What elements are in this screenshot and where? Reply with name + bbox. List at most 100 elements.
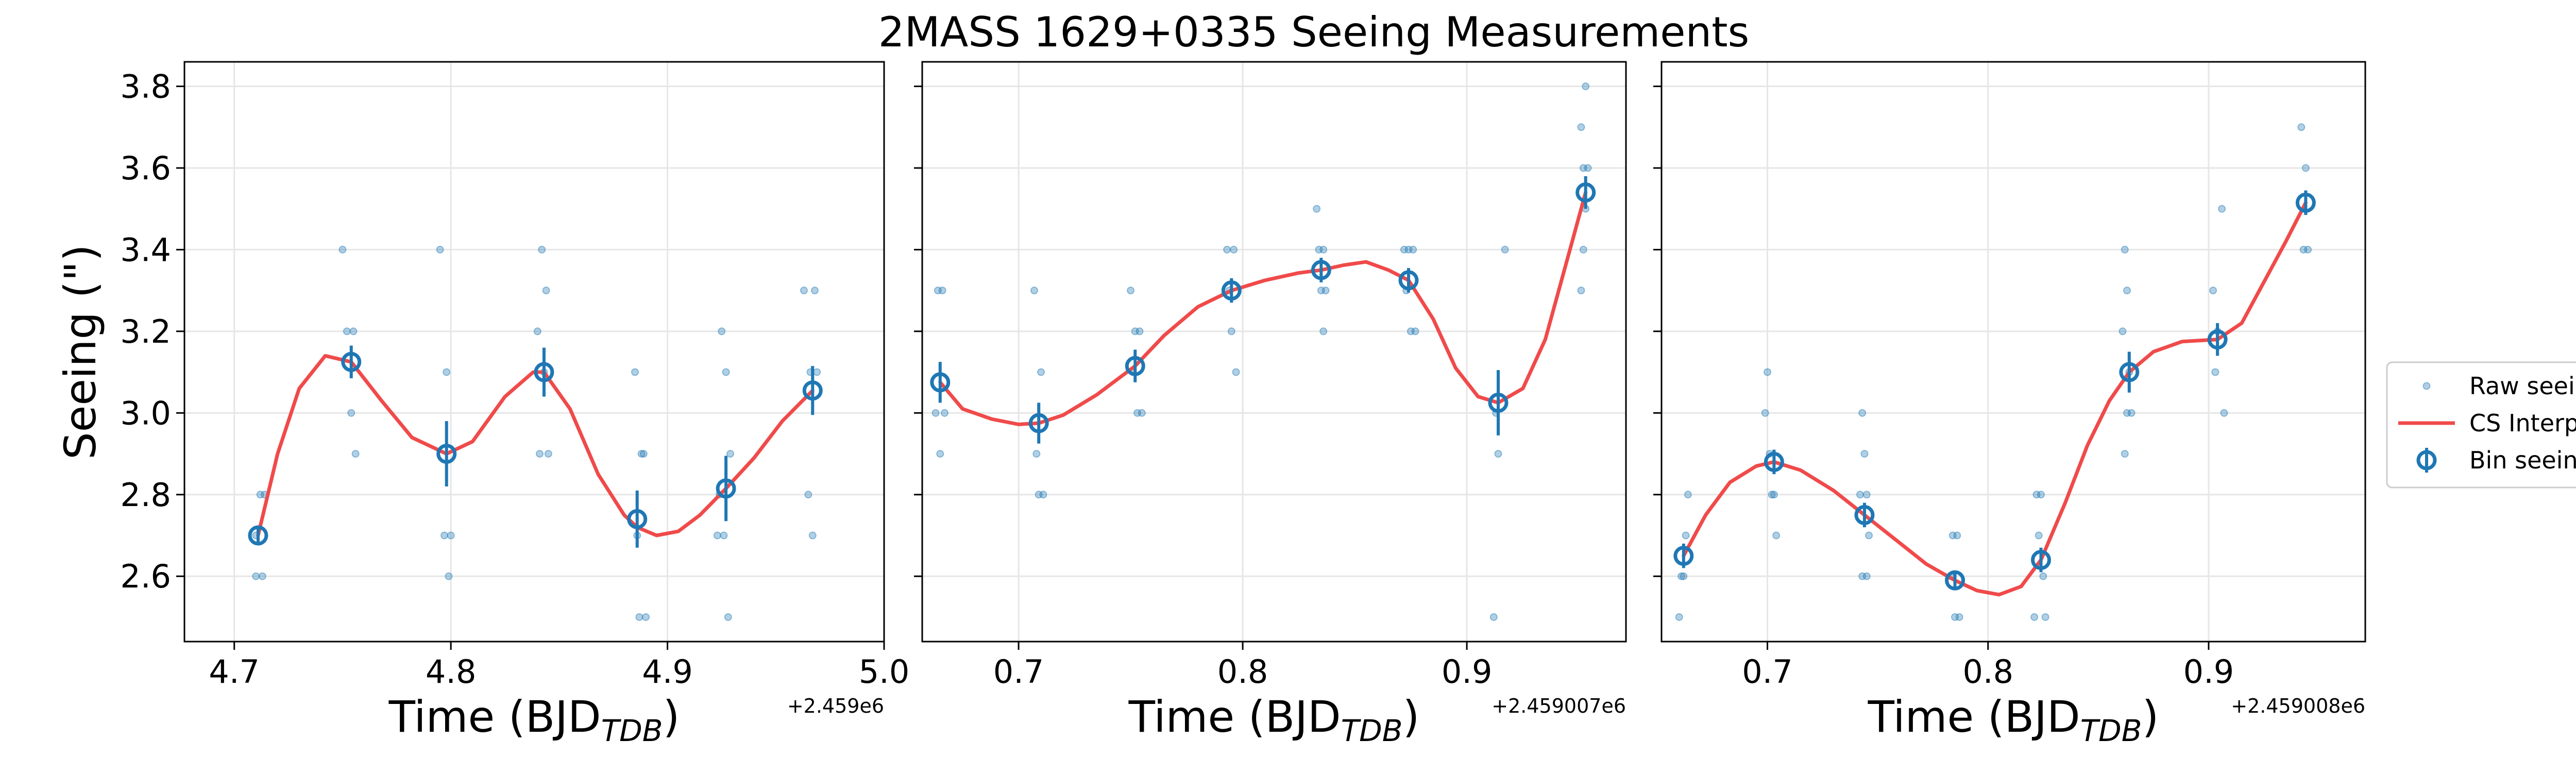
interp-line — [1682, 200, 2308, 597]
raw-point — [631, 368, 639, 376]
bin-point — [1673, 546, 1694, 566]
bin-point — [1575, 182, 1596, 203]
y-tick-label: 3.6 — [120, 149, 171, 187]
raw-point — [642, 613, 650, 621]
x-axis-label-main: Time (BJD — [388, 692, 601, 742]
bin-point — [627, 509, 648, 529]
x-tick-label: 5.0 — [859, 653, 910, 691]
bin-point — [2031, 550, 2052, 570]
x-axis-label-subscript: TDB — [2080, 713, 2142, 748]
raw-point — [941, 409, 949, 417]
raw-point — [1319, 245, 1328, 254]
raw-point — [1948, 531, 1957, 540]
raw-point — [2297, 123, 2306, 131]
x-tick-label: 4.7 — [209, 653, 260, 691]
legend: Raw seeing CS Interp. Bin seeing — [2386, 361, 2576, 489]
legend-raw-marker — [2422, 382, 2431, 390]
raw-point — [1768, 491, 1776, 499]
raw-point — [1313, 205, 1321, 213]
plot-area — [248, 245, 823, 621]
raw-point — [931, 409, 940, 417]
raw-point — [1761, 409, 1769, 417]
raw-point — [2119, 327, 2127, 335]
panel-2: 0.7 0.8 0.9 +2.459007e6 Time (BJDTDB) — [914, 61, 1627, 748]
raw-point — [347, 409, 355, 417]
raw-point — [720, 531, 728, 540]
raw-point — [338, 245, 347, 254]
panels: 2.6 2.8 3.0 3.2 3.4 3.6 3.8 4.7 4.8 4.9 5.0 +2.459e… — [120, 61, 2366, 748]
gridlines — [184, 62, 885, 642]
x-offset-label: +2.459007e6 — [1492, 695, 1626, 717]
y-tick-label: 2.6 — [120, 558, 171, 595]
raw-point — [810, 287, 819, 295]
raw-point — [252, 572, 260, 580]
raw-point — [2301, 164, 2310, 172]
raw-point — [1858, 572, 1867, 580]
raw-point — [2121, 245, 2129, 254]
raw-point — [1858, 409, 1867, 417]
x-axis-label-close: ) — [1403, 692, 1420, 742]
bin-point — [930, 372, 951, 393]
raw-point — [1951, 613, 1959, 621]
raw-point — [1409, 245, 1417, 254]
raw-point — [2039, 572, 2047, 580]
bin-point — [1221, 280, 1242, 301]
legend-entry-label: Bin seeing — [2469, 446, 2576, 474]
x-tick-label: 0.7 — [993, 653, 1044, 691]
raw-point — [1682, 531, 1690, 540]
y-tick-label: 3.8 — [120, 68, 171, 106]
gridlines — [922, 62, 1626, 642]
raw-point — [1489, 613, 1498, 621]
bin-point — [2207, 329, 2228, 350]
y-tick-label: 3.2 — [120, 313, 171, 350]
raw-point — [808, 531, 817, 540]
raw-point — [722, 368, 730, 376]
raw-point — [544, 450, 552, 458]
bin-point — [1854, 505, 1875, 525]
gridlines — [1662, 62, 2365, 642]
raw-point — [2218, 205, 2226, 213]
raw-point — [2304, 245, 2312, 254]
raw-point — [1227, 327, 1235, 335]
raw-point — [538, 245, 546, 254]
raw-point — [1035, 491, 1043, 499]
x-offset-label: +2.459e6 — [787, 695, 884, 717]
raw-point — [1577, 123, 1585, 131]
raw-point — [1579, 164, 1587, 172]
x-tick-label: 4.8 — [426, 653, 477, 691]
raw-point — [713, 531, 721, 540]
x-axis-label-close: ) — [663, 692, 680, 742]
raw-point — [1860, 450, 1869, 458]
raw-point — [1127, 287, 1135, 295]
raw-point — [536, 450, 544, 458]
y-tick-label: 3.0 — [120, 394, 171, 432]
raw-point — [1677, 572, 1686, 580]
bin-point — [2295, 192, 2316, 213]
raw-point — [2127, 409, 2136, 417]
raw-point — [1862, 491, 1871, 499]
raw-point — [2030, 613, 2039, 621]
raw-point — [639, 450, 648, 458]
bin-point — [1488, 393, 1509, 413]
raw-point — [1501, 245, 1509, 254]
interp-line — [938, 191, 1588, 426]
bin-point — [248, 525, 268, 546]
raw-point — [2209, 287, 2217, 295]
raw-point — [2211, 368, 2219, 376]
x-axis-label-main: Time (BJD — [1128, 692, 1341, 742]
raw-point — [726, 450, 734, 458]
raw-point — [1856, 491, 1864, 499]
bin-point — [1028, 413, 1049, 433]
raw-point — [440, 531, 449, 540]
raw-point — [1406, 327, 1415, 335]
raw-point — [1955, 613, 1963, 621]
raw-point — [724, 613, 732, 621]
raw-point — [542, 287, 550, 295]
raw-point — [258, 572, 266, 580]
x-axis-label: Time (BJDTDB) — [1868, 692, 2159, 748]
raw-point — [813, 368, 821, 376]
y-axis-label: Seeing (") — [55, 244, 106, 459]
plot-area — [930, 82, 1596, 621]
raw-point — [934, 287, 942, 295]
